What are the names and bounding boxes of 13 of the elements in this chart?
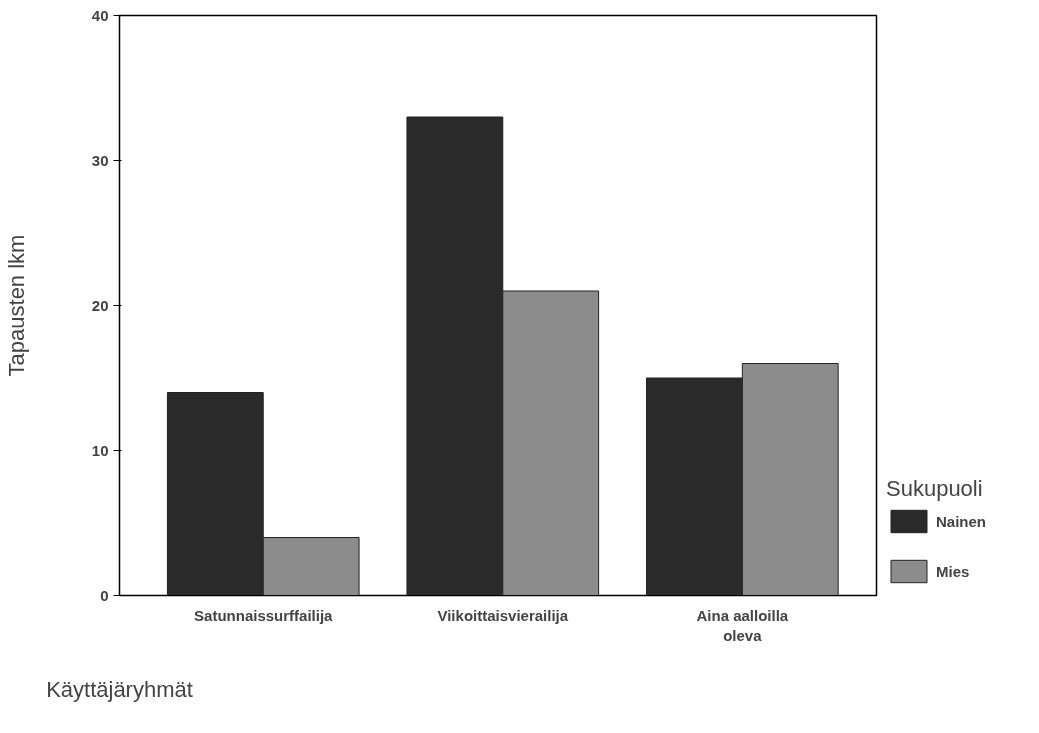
y-tick-label: 0 (100, 586, 109, 604)
y-tick-label: 30 (91, 151, 109, 169)
y-tick-label: 20 (91, 296, 109, 314)
y-tick-label: 10 (91, 441, 109, 459)
y-axis-title: Tapausten lkm (3, 234, 29, 377)
y-tick-label: 40 (91, 6, 109, 24)
legend-label: Nainen (936, 512, 987, 530)
x-tick-label: Aina aalloilla oleva (696, 606, 789, 644)
legend-title: Sukupuoli (886, 476, 984, 502)
legend-label: Mies (936, 562, 970, 580)
x-tick-label: Satunnaissurffailija (194, 606, 334, 624)
x-tick-label: Viikoittaisvierailija (437, 606, 569, 624)
x-axis-title: Käyttäjäryhmät (46, 676, 193, 702)
